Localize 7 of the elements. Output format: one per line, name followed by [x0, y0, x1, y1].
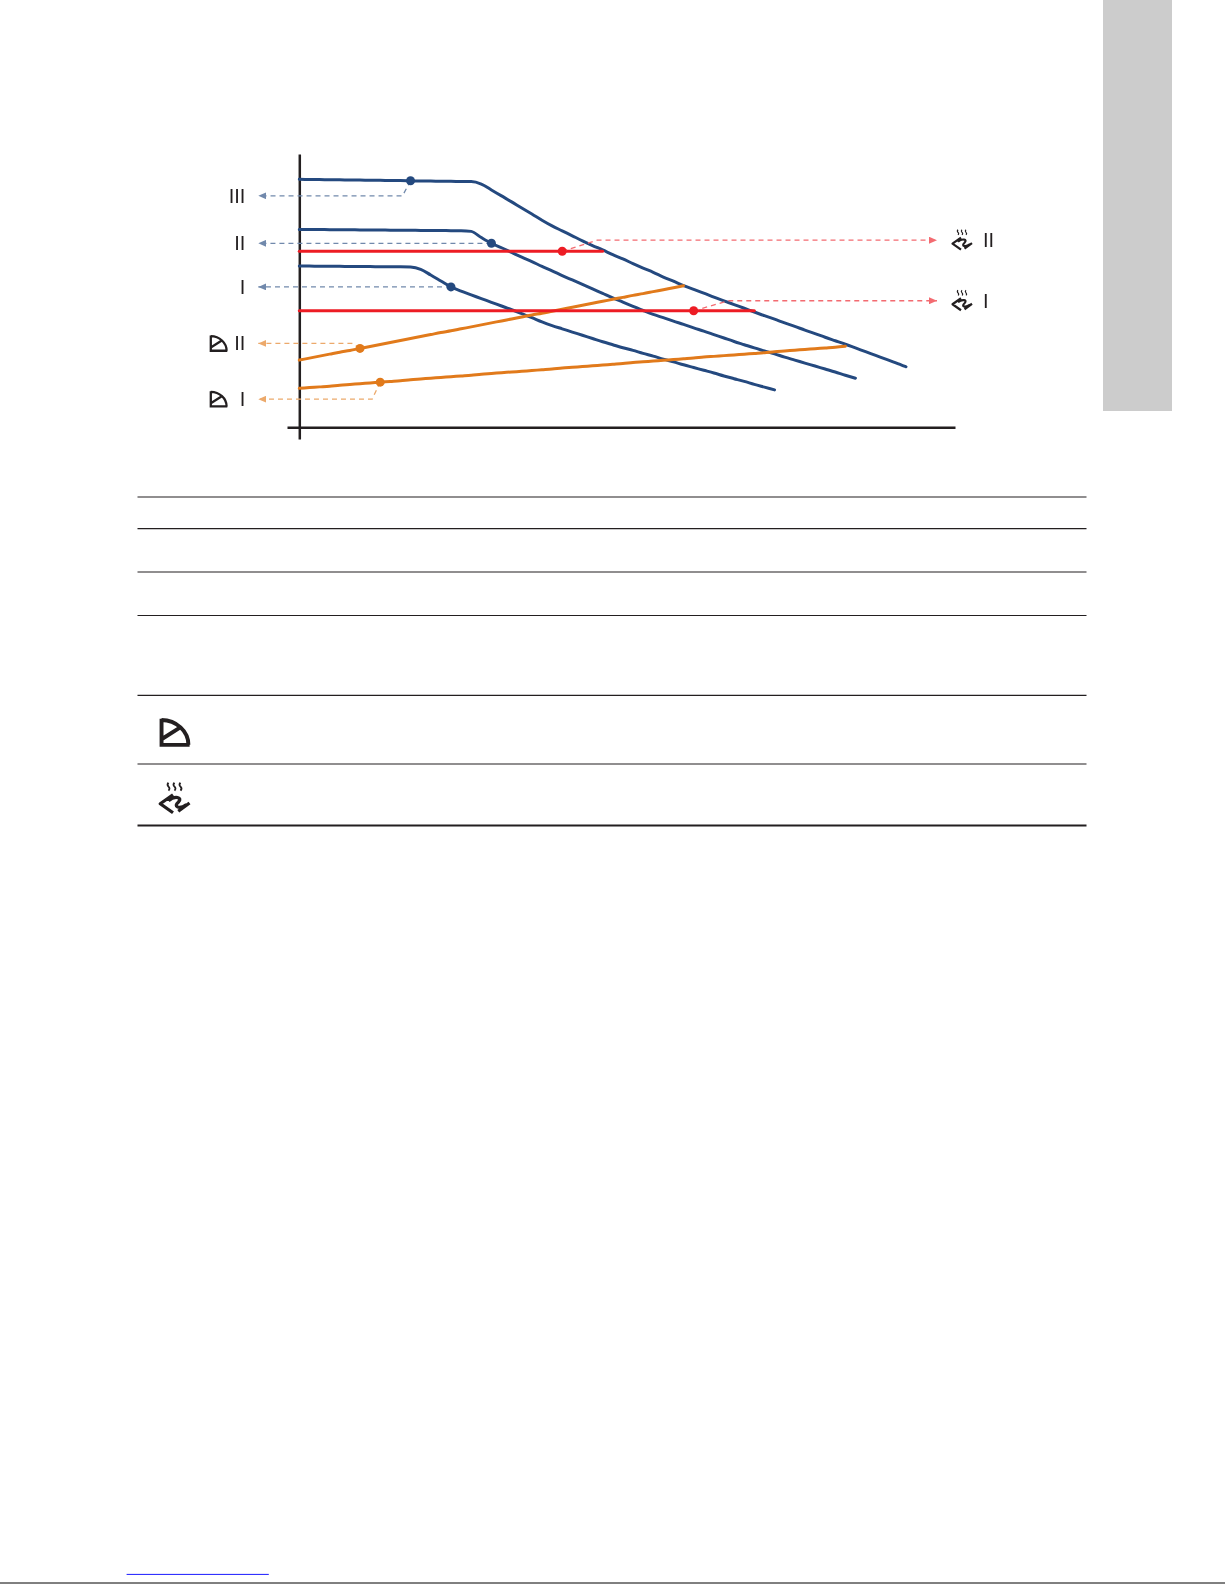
- text: II: [234, 332, 246, 355]
- text: I: [983, 289, 989, 312]
- text: I: [239, 388, 246, 411]
- text: III: [228, 184, 246, 207]
- text: II: [983, 229, 995, 252]
- text: II: [234, 232, 246, 255]
- text: I: [239, 275, 246, 298]
